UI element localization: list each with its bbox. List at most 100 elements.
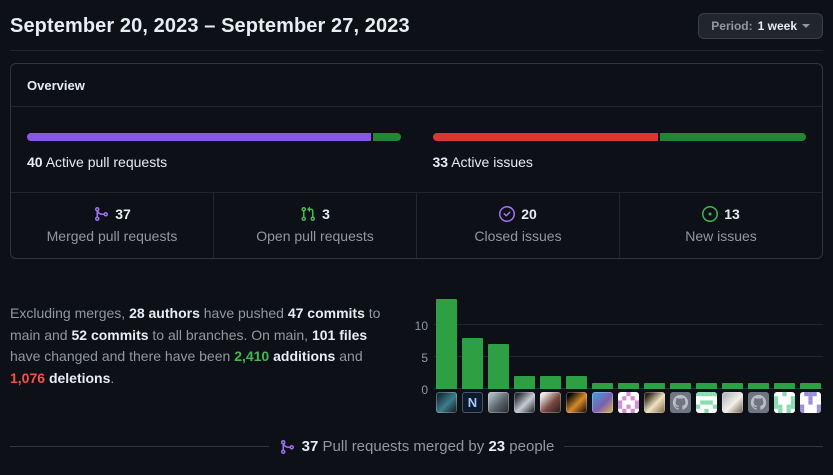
- author-avatar[interactable]: [540, 392, 561, 413]
- text-segment: have pushed: [199, 305, 288, 321]
- bars-container: [434, 293, 823, 389]
- merged-by-text: 37 Pull requests merged by 23 people: [279, 438, 555, 455]
- avatar-cell: [748, 392, 769, 413]
- pull-requests-progress-section: 40 Active pull requests: [11, 107, 417, 192]
- text-segment: 47 commits: [287, 305, 365, 321]
- text-segment: people: [505, 438, 555, 455]
- issue-opened-icon: [702, 206, 719, 222]
- author-avatar[interactable]: [670, 392, 691, 413]
- author-avatar[interactable]: [488, 392, 509, 413]
- avatar-cell: [696, 392, 717, 413]
- avatar-letter-glyph: N: [467, 395, 478, 410]
- stat-label: Closed issues: [474, 228, 562, 244]
- author-avatars-row: N: [434, 392, 823, 413]
- author-avatar[interactable]: [618, 392, 639, 413]
- avatar-cell: N: [462, 392, 483, 413]
- activity-summary-text: Excluding merges, 28 authors have pushed…: [10, 291, 408, 413]
- stat-new-issues[interactable]: 13 New issues: [619, 193, 822, 258]
- stat-label: New issues: [685, 228, 757, 244]
- commit-count-bar: [462, 337, 483, 389]
- text-segment: .: [110, 369, 115, 386]
- overview-panel: Overview 40 Active pull requests 33 Acti…: [10, 63, 823, 259]
- active-pull-requests-count: 40: [27, 154, 43, 170]
- stat-merged-pull-requests[interactable]: 37 Merged pull requests: [11, 193, 213, 258]
- active-pull-requests-label: 40 Active pull requests: [27, 154, 401, 170]
- stat-label: Open pull requests: [256, 228, 374, 244]
- text-segment: Pull requests merged by: [318, 438, 489, 455]
- chart-plot-area: 0 5 10: [415, 293, 823, 397]
- author-avatar[interactable]: N: [462, 392, 483, 413]
- avatar-cell: [644, 392, 665, 413]
- author-avatar[interactable]: [644, 392, 665, 413]
- avatar-cell: [774, 392, 795, 413]
- period-value-label: 1 week: [757, 19, 797, 33]
- text-segment: 2,410: [234, 348, 270, 364]
- active-pull-requests-text: Active pull requests: [45, 154, 168, 170]
- stat-count: 3: [322, 206, 330, 222]
- active-issues-label: 33 Active issues: [433, 154, 807, 170]
- text-segment: 101 files: [311, 326, 368, 343]
- bar-column: [696, 382, 717, 389]
- avatar-cell: [436, 392, 457, 413]
- text-segment: have changed and there have been: [10, 348, 235, 364]
- chevron-down-icon: [802, 24, 810, 28]
- git-pull-request-icon: [301, 206, 316, 222]
- bar-column: [670, 382, 691, 389]
- stat-label: Merged pull requests: [46, 228, 178, 244]
- commit-count-bar: [618, 382, 639, 389]
- bar-column: [774, 382, 795, 389]
- overview-panel-header: Overview: [11, 64, 822, 107]
- commit-count-bar: [748, 382, 769, 389]
- y-axis-tick-label: 5: [421, 351, 428, 365]
- identicon-avatar-icon: [774, 392, 795, 413]
- bar-column: [436, 299, 457, 389]
- overview-title: Overview: [27, 78, 85, 93]
- identicon-avatar-icon: [618, 392, 639, 413]
- date-range-header: September 20, 2023 – September 27, 2023 …: [10, 0, 823, 51]
- avatar-cell: [618, 392, 639, 413]
- author-avatar[interactable]: [800, 392, 821, 413]
- commit-count-bar: [540, 376, 561, 389]
- bar-column: [748, 382, 769, 389]
- git-merge-icon: [280, 439, 294, 454]
- text-segment: 1,076: [10, 369, 46, 386]
- bar-column: [592, 382, 613, 389]
- bar-column: [722, 382, 743, 389]
- text-segment: additions: [273, 348, 336, 364]
- text-segment: to main and: [10, 305, 381, 343]
- issues-progress-section: 33 Active issues: [417, 107, 823, 192]
- active-issues-count: 33: [432, 154, 449, 170]
- text-segment: 52 commits: [71, 326, 149, 343]
- stat-open-pull-requests[interactable]: 3 Open pull requests: [213, 193, 416, 258]
- author-avatar[interactable]: [566, 392, 587, 413]
- bar-column: [566, 376, 587, 389]
- author-avatar[interactable]: [722, 392, 743, 413]
- author-avatar[interactable]: [748, 392, 769, 413]
- stat-closed-issues[interactable]: 20 Closed issues: [416, 193, 619, 258]
- commit-count-bar: [774, 382, 795, 389]
- gridline-5: [434, 356, 823, 357]
- author-avatar[interactable]: [592, 392, 613, 413]
- merged-pull-requests-value: 37: [19, 206, 205, 222]
- active-issues-text: Active issues: [451, 154, 533, 170]
- period-dropdown-button[interactable]: Period: 1 week: [698, 13, 823, 39]
- identicon-avatar-icon: [696, 392, 717, 413]
- author-avatar[interactable]: [436, 392, 457, 413]
- progress-segment-open: [372, 133, 401, 141]
- avatar-cell: [514, 392, 535, 413]
- author-avatar[interactable]: [514, 392, 535, 413]
- commit-count-bar: [436, 299, 457, 389]
- pull-requests-progress-bar: [27, 133, 401, 141]
- bar-column: [644, 382, 665, 389]
- open-pull-requests-value: 3: [222, 206, 408, 222]
- progress-segment-merged: [27, 133, 371, 141]
- text-segment: 28 authors: [129, 305, 200, 321]
- text-segment: deletions: [48, 369, 111, 386]
- author-avatar[interactable]: [696, 392, 717, 413]
- commit-count-bar: [696, 382, 717, 389]
- stat-count: 13: [724, 206, 740, 222]
- commit-count-bar: [722, 382, 743, 389]
- closed-issues-value: 20: [425, 206, 611, 222]
- octocat-avatar-icon: [750, 394, 767, 410]
- author-avatar[interactable]: [774, 392, 795, 413]
